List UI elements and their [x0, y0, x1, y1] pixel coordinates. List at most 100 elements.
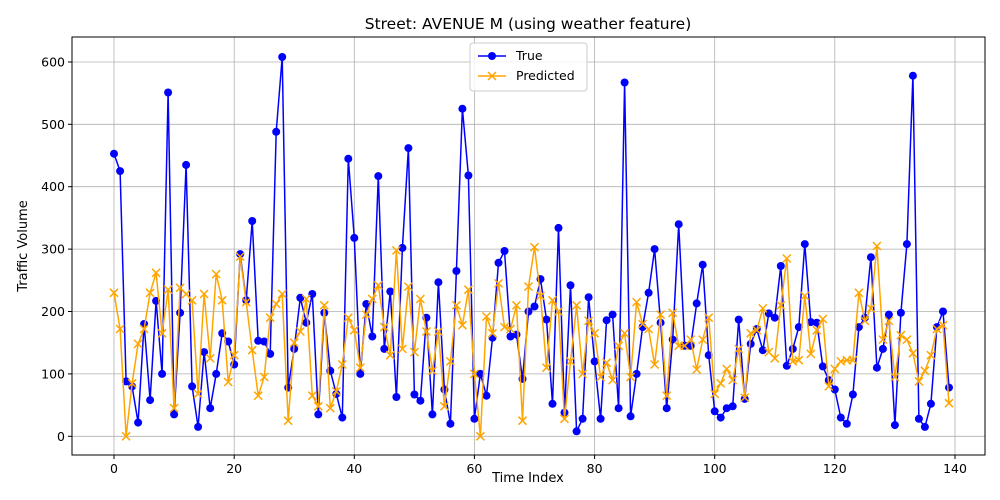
data-point-true — [896, 308, 905, 317]
data-point-true — [650, 245, 659, 254]
data-point-true — [884, 310, 893, 319]
data-point-predicted — [854, 288, 864, 298]
data-point-predicted — [565, 356, 576, 366]
data-point-true — [302, 318, 311, 327]
data-point-predicted — [584, 316, 594, 326]
data-point-true — [530, 302, 539, 311]
data-point-predicted — [650, 359, 660, 370]
data-point-predicted — [926, 350, 936, 360]
x-tick-label: 20 — [226, 461, 242, 476]
data-point-true — [758, 346, 767, 355]
y-tick-label: 200 — [41, 304, 65, 319]
data-point-predicted — [343, 313, 353, 323]
data-point-true — [170, 410, 179, 419]
data-point-true — [254, 336, 263, 345]
data-point-true — [110, 149, 118, 158]
y-tick-label: 100 — [41, 366, 65, 381]
data-point-predicted — [902, 335, 912, 345]
data-point-true — [374, 172, 383, 181]
data-point-predicted — [427, 366, 437, 376]
data-point-true — [350, 233, 359, 242]
data-point-true — [836, 413, 845, 422]
data-point-predicted — [313, 401, 323, 411]
data-point-predicted — [848, 355, 858, 365]
data-point-true — [542, 315, 551, 324]
data-point-true — [674, 220, 683, 229]
data-point-true — [272, 127, 281, 136]
legend-predicted-label: Predicted — [516, 68, 575, 83]
data-point-true — [476, 369, 485, 378]
data-point-predicted — [493, 278, 504, 288]
data-point-predicted — [872, 241, 882, 251]
data-point-predicted — [626, 372, 636, 382]
data-point-true — [842, 419, 851, 428]
data-point-predicted — [247, 345, 257, 355]
data-point-predicted — [259, 372, 269, 382]
data-point-true — [194, 422, 203, 431]
legend-true-label: True — [515, 48, 543, 63]
data-point-true — [452, 267, 461, 275]
data-point-true — [278, 53, 287, 61]
data-point-true — [248, 217, 257, 225]
data-point-true — [488, 333, 497, 342]
data-point-predicted — [265, 313, 275, 323]
legend-box — [469, 42, 588, 92]
data-point-predicted — [277, 289, 287, 299]
data-point-true — [704, 351, 713, 360]
data-point-predicted — [830, 364, 840, 374]
data-point-predicted — [475, 431, 485, 441]
data-point-true — [566, 281, 575, 290]
data-point-true — [848, 390, 857, 399]
data-point-predicted — [451, 300, 461, 310]
data-point-predicted — [800, 291, 810, 301]
data-point-predicted — [596, 372, 606, 382]
data-point-true — [614, 404, 623, 413]
data-point-predicted — [445, 356, 455, 366]
data-point-predicted — [325, 403, 335, 413]
legend-true-marker — [488, 52, 496, 60]
data-point-predicted — [271, 299, 281, 309]
data-point-predicted — [523, 282, 534, 292]
data-point-predicted — [866, 303, 876, 313]
data-point-predicted — [920, 366, 930, 376]
data-point-true — [182, 160, 191, 169]
data-point-predicted — [439, 401, 449, 411]
data-point-predicted — [385, 350, 395, 360]
data-point-predicted — [824, 381, 834, 391]
data-point-true — [914, 414, 923, 423]
data-point-predicted — [698, 335, 708, 345]
data-point-predicted — [620, 328, 630, 338]
data-point-predicted — [758, 303, 768, 313]
data-point-predicted — [547, 295, 558, 305]
data-point-predicted — [199, 289, 209, 299]
y-tick-label: 500 — [41, 117, 65, 132]
data-point-true — [398, 243, 407, 252]
data-point-predicted — [884, 316, 894, 326]
data-point-predicted — [938, 320, 948, 330]
data-point-true — [146, 396, 155, 405]
data-point-predicted — [241, 297, 251, 307]
data-point-predicted — [614, 341, 624, 351]
data-point-predicted — [608, 375, 618, 385]
data-point-true — [164, 88, 173, 97]
data-point-true — [494, 258, 503, 267]
data-point-true — [794, 323, 803, 332]
data-point-predicted — [115, 324, 125, 334]
data-point-predicted — [914, 376, 924, 386]
data-point-predicted — [770, 353, 780, 363]
data-point-true — [722, 404, 731, 413]
data-point-predicted — [463, 285, 473, 295]
data-point-true — [134, 418, 143, 427]
data-point-true — [584, 293, 593, 302]
data-point-predicted — [728, 375, 738, 385]
data-point-predicted — [590, 328, 600, 338]
data-point-predicted — [211, 269, 221, 279]
data-point-predicted — [686, 335, 696, 345]
plot-frame — [71, 36, 986, 456]
data-point-true — [890, 421, 899, 430]
data-point-predicted — [812, 325, 822, 335]
data-point-true — [620, 78, 629, 87]
data-point-true — [500, 247, 509, 255]
data-point-true — [854, 323, 863, 332]
